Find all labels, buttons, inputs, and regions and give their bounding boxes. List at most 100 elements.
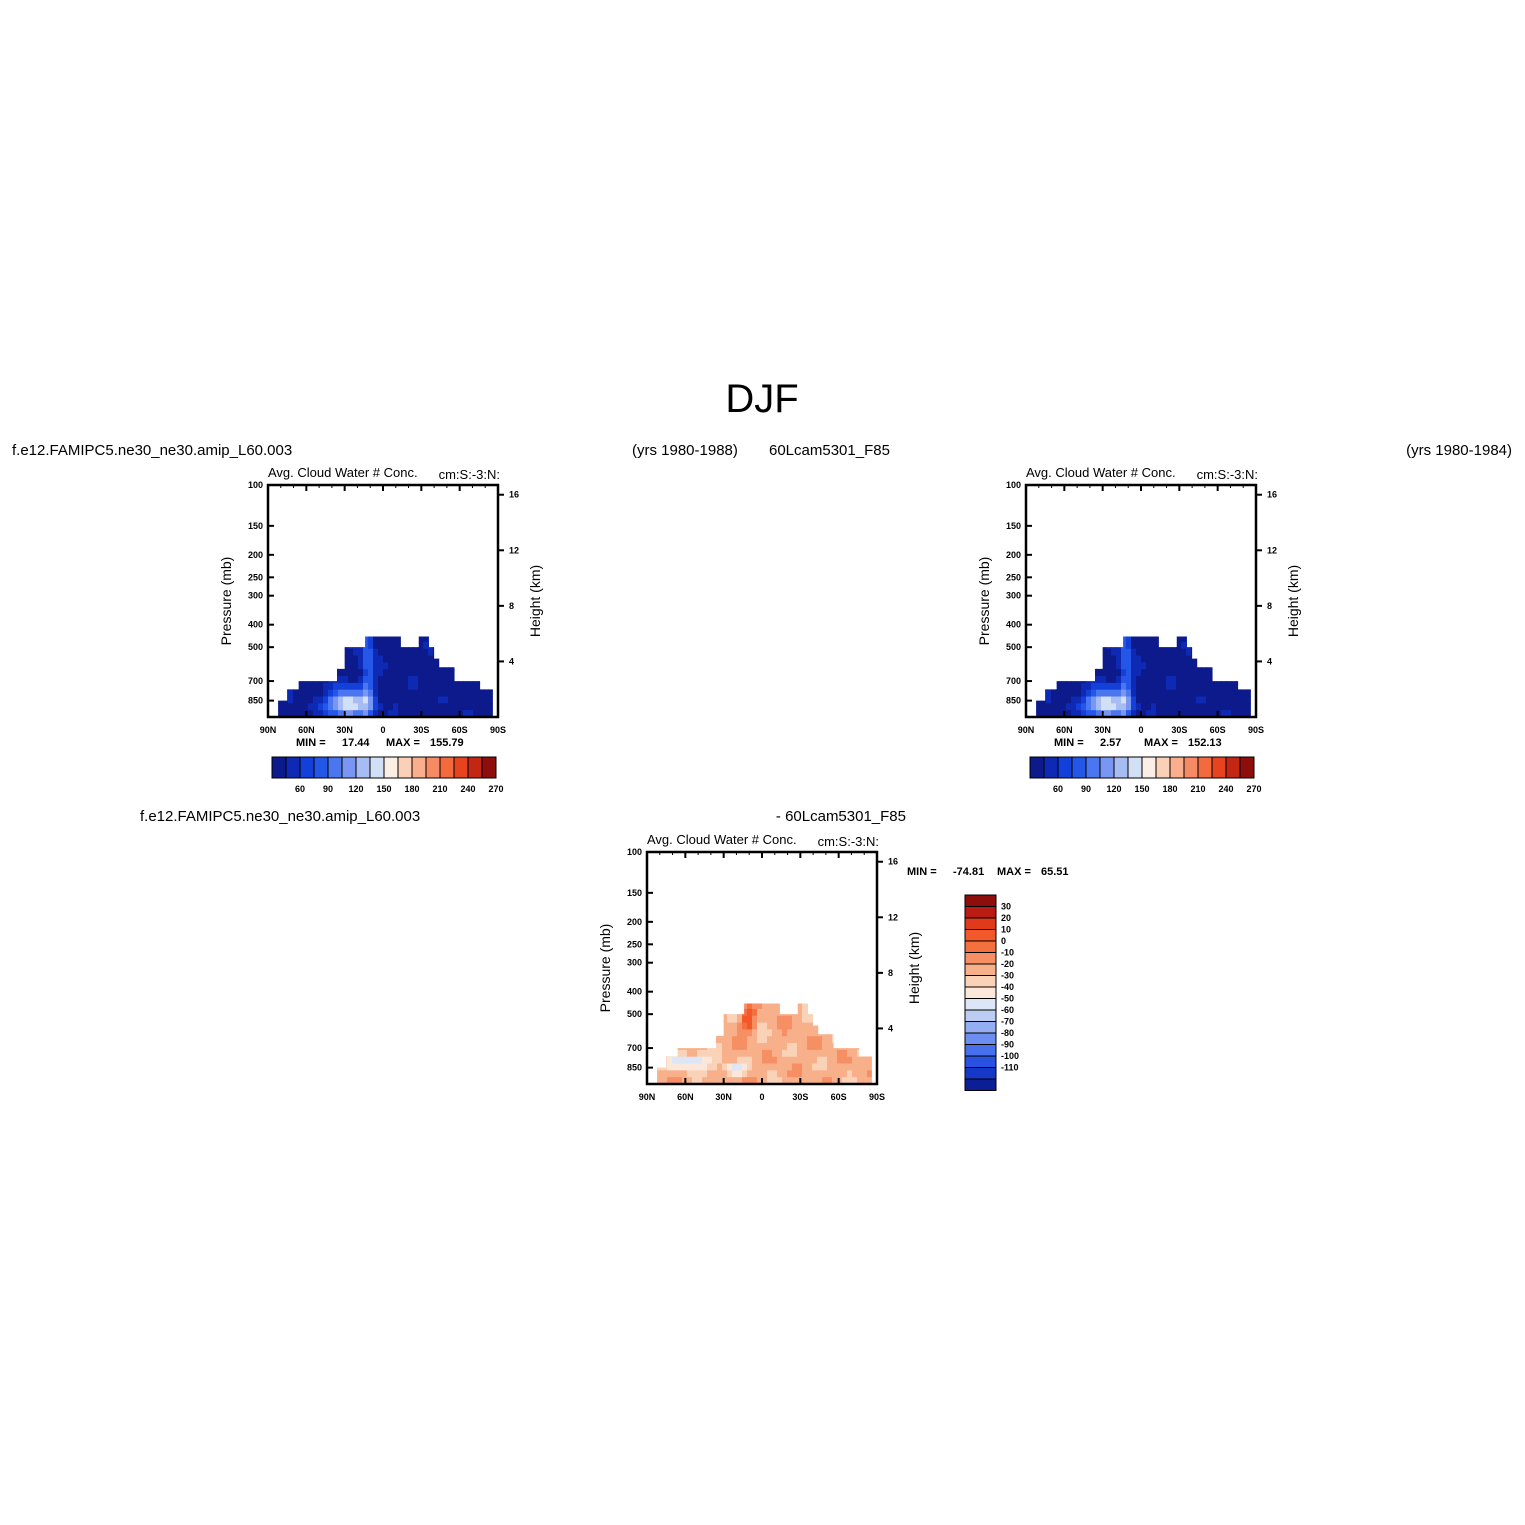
heatmap-cell bbox=[1176, 519, 1182, 526]
heatmap-cell bbox=[283, 581, 289, 588]
heatmap-cell bbox=[303, 519, 309, 526]
heatmap-cell bbox=[1151, 492, 1157, 499]
heatmap-cell bbox=[278, 546, 284, 553]
heatmap-cell bbox=[448, 546, 454, 553]
heatmap-cell bbox=[1191, 512, 1197, 519]
heatmap-cell bbox=[423, 703, 429, 711]
heatmap-cell bbox=[458, 533, 464, 540]
heatmap-cell bbox=[737, 941, 743, 948]
heatmap-cell bbox=[672, 1022, 678, 1031]
heatmap-cell bbox=[1051, 655, 1057, 664]
heatmap-cell bbox=[483, 636, 489, 643]
heatmap-cell bbox=[717, 988, 723, 995]
heatmap-cell bbox=[777, 866, 783, 873]
heatmap-cell bbox=[1171, 608, 1177, 615]
heatmap-cell bbox=[857, 872, 863, 879]
heatmap-cell bbox=[1226, 703, 1232, 711]
heatmap-cell bbox=[363, 601, 369, 608]
heatmap-cell bbox=[1061, 512, 1067, 519]
heatmap-cell bbox=[857, 1049, 863, 1058]
heatmap-cell bbox=[1141, 703, 1147, 711]
heatmap-cell bbox=[303, 553, 309, 560]
heatmap-cell bbox=[1181, 587, 1187, 594]
heatmap-cell bbox=[792, 886, 798, 893]
heatmap-cell bbox=[413, 689, 419, 698]
heatmap-cell bbox=[697, 1022, 703, 1031]
heatmap-cell bbox=[1196, 696, 1202, 704]
heatmap-cell bbox=[777, 1029, 783, 1037]
heatmap-cell bbox=[1216, 636, 1222, 643]
heatmap-cell bbox=[867, 866, 873, 873]
heatmap-cell bbox=[1196, 636, 1202, 643]
heatmap-cell bbox=[1061, 567, 1067, 574]
heatmap-cell bbox=[1036, 553, 1042, 560]
heatmap-cell bbox=[318, 567, 324, 574]
heatmap-cell bbox=[473, 581, 479, 588]
heatmap-cell bbox=[1186, 553, 1192, 560]
heatmap-cell bbox=[1161, 689, 1167, 698]
min-label: MIN = bbox=[296, 737, 326, 749]
heatmap-cell bbox=[702, 886, 708, 893]
heatmap-cell bbox=[483, 662, 489, 670]
heatmap-cell bbox=[812, 961, 818, 968]
heatmap-cell bbox=[827, 1049, 833, 1058]
heatmap-cell bbox=[727, 1049, 733, 1058]
heatmap-cell bbox=[847, 995, 853, 1002]
heatmap-cell bbox=[687, 982, 693, 989]
heatmap-cell bbox=[1096, 641, 1102, 650]
heatmap-cell bbox=[398, 648, 404, 657]
heatmap-cell bbox=[812, 941, 818, 948]
heatmap-cell bbox=[298, 703, 304, 711]
heatmap-cell bbox=[1141, 581, 1147, 588]
heatmap-cell bbox=[737, 1008, 743, 1017]
heatmap-cell bbox=[752, 893, 758, 900]
heatmap-cell bbox=[712, 893, 718, 900]
heatmap-cell bbox=[418, 655, 424, 664]
heatmap-cell bbox=[682, 1056, 688, 1065]
heatmap-cell bbox=[862, 975, 868, 982]
heatmap-cell bbox=[1046, 676, 1052, 684]
heatmap-cell bbox=[862, 961, 868, 968]
heatmap-cell bbox=[1076, 567, 1082, 574]
heatmap-cell bbox=[348, 546, 354, 553]
heatmap-cell bbox=[468, 662, 474, 670]
heatmap-cell bbox=[1216, 682, 1222, 691]
heatmap-cell bbox=[652, 859, 658, 866]
heatmap-cell bbox=[1236, 641, 1242, 650]
heatmap-cell bbox=[293, 533, 299, 540]
heatmap-cell bbox=[403, 648, 409, 657]
heatmap-cell bbox=[672, 982, 678, 989]
heatmap-cell bbox=[1061, 676, 1067, 684]
heatmap-cell bbox=[712, 1063, 718, 1071]
heatmap-cell bbox=[827, 968, 833, 975]
heatmap-cell bbox=[313, 540, 319, 547]
heatmap-cell bbox=[1051, 641, 1057, 650]
heatmap-cell bbox=[1066, 689, 1072, 698]
heatmap-cell bbox=[687, 1049, 693, 1058]
heatmap-cell bbox=[368, 581, 374, 588]
heatmap-cell bbox=[1221, 519, 1227, 526]
heatmap-cell bbox=[772, 961, 778, 968]
heatmap-cell bbox=[423, 587, 429, 594]
heatmap-cell bbox=[1191, 519, 1197, 526]
heatmap-cell bbox=[398, 492, 404, 499]
heatmap-cell bbox=[837, 975, 843, 982]
heatmap-cell bbox=[852, 1043, 858, 1051]
heatmap-cell bbox=[438, 703, 444, 711]
heatmap-cell bbox=[338, 628, 344, 635]
heatmap-cell bbox=[697, 1063, 703, 1071]
heatmap-cell bbox=[1166, 594, 1172, 601]
heatmap-cell bbox=[1196, 594, 1202, 601]
heatmap-cell bbox=[383, 648, 389, 657]
heatmap-cell bbox=[1236, 594, 1242, 601]
heatmap-cell bbox=[418, 594, 424, 601]
heatmap-cell bbox=[1091, 574, 1097, 581]
heatmap-cell bbox=[712, 995, 718, 1002]
heatmap-cell bbox=[318, 662, 324, 670]
heatmap-cell bbox=[837, 948, 843, 955]
heatmap-cell bbox=[687, 1070, 693, 1078]
heatmap-cell bbox=[1036, 519, 1042, 526]
heatmap-cell bbox=[1226, 696, 1232, 704]
heatmap-cell bbox=[1176, 628, 1182, 635]
heatmap-cell bbox=[822, 1036, 828, 1044]
